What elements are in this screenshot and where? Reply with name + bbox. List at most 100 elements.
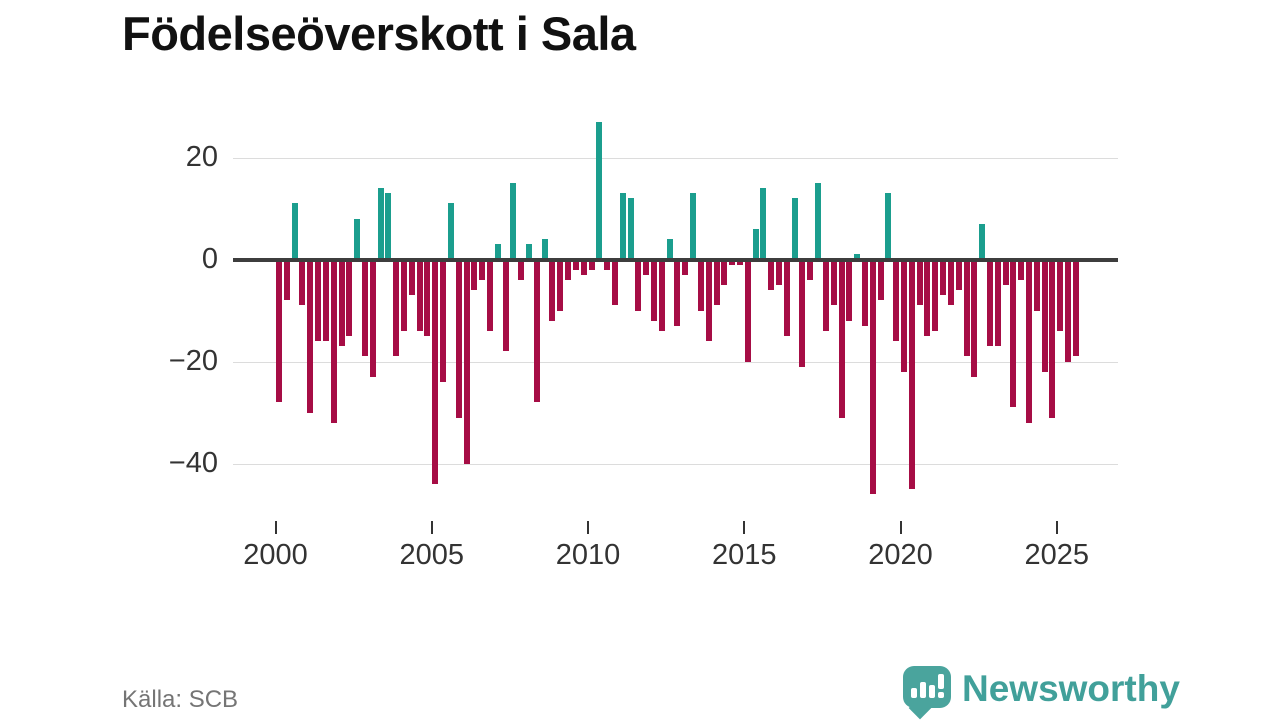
bar-2015-q4 — [768, 259, 775, 291]
bar-2016-q3 — [791, 198, 798, 260]
y-axis-label-20: 20 — [185, 140, 218, 173]
bar-2009-q2 — [565, 259, 572, 280]
gridline-20 — [233, 157, 1118, 159]
bar-2006-q3 — [479, 259, 486, 280]
bar-2021-q4 — [955, 259, 962, 291]
bar-2018-q3 — [854, 254, 861, 260]
bar-2019-q2 — [877, 259, 884, 301]
bar-2025-q3 — [1072, 259, 1079, 357]
x-axis-label-2005: 2005 — [399, 539, 464, 571]
bar-2017-q3 — [822, 259, 829, 331]
bar-2019-q3 — [885, 193, 892, 260]
bar-2016-q4 — [799, 259, 806, 367]
bar-2003-q3 — [385, 193, 392, 260]
bar-2010-q1 — [588, 259, 595, 270]
gridline-−40 — [233, 463, 1118, 465]
bar-2006-q2 — [471, 259, 478, 291]
bar-2002-q4 — [361, 259, 368, 357]
bar-2023-q2 — [1002, 259, 1009, 285]
bar-2013-q2 — [690, 193, 697, 260]
bar-2004-q4 — [424, 259, 431, 336]
bar-2018-q1 — [838, 259, 845, 418]
bar-2012-q4 — [674, 259, 681, 326]
bar-2022-q4 — [986, 259, 993, 347]
bar-2002-q1 — [338, 259, 345, 347]
bar-2022-q3 — [979, 223, 986, 260]
bar-2014-q3 — [729, 259, 736, 265]
bar-2014-q4 — [736, 259, 743, 265]
bar-2011-q2 — [627, 198, 634, 260]
bar-2024-q4 — [1049, 259, 1056, 418]
bar-2004-q3 — [416, 259, 423, 331]
bar-2022-q2 — [971, 259, 978, 377]
bar-2019-q1 — [869, 259, 876, 495]
bar-2023-q3 — [1010, 259, 1017, 408]
bar-2013-q1 — [682, 259, 689, 275]
bar-2014-q2 — [721, 259, 728, 285]
bar-2023-q4 — [1018, 259, 1025, 280]
x-tick-2015 — [743, 521, 746, 534]
bar-2010-q3 — [604, 259, 611, 270]
bar-2001-q2 — [315, 259, 322, 342]
bar-2003-q1 — [369, 259, 376, 377]
bar-2020-q3 — [916, 259, 923, 306]
bar-2021-q2 — [940, 259, 947, 296]
bar-2000-q1 — [276, 259, 282, 403]
bar-2006-q4 — [486, 259, 493, 331]
x-axis-label-2000: 2000 — [243, 539, 308, 571]
bar-2004-q2 — [408, 259, 415, 296]
x-axis-label-2025: 2025 — [1024, 539, 1089, 571]
bar-2001-q1 — [307, 259, 314, 413]
bar-2006-q1 — [463, 259, 470, 464]
bar-2017-q4 — [830, 259, 837, 306]
bar-2005-q4 — [455, 259, 462, 418]
bar-2007-q4 — [518, 259, 525, 280]
x-tick-2020 — [899, 521, 902, 534]
bar-2020-q2 — [908, 259, 915, 489]
bar-2012-q3 — [666, 239, 673, 260]
y-axis-label-−20: −20 — [168, 344, 218, 377]
bar-2021-q1 — [932, 259, 939, 331]
x-axis-label-2010: 2010 — [555, 539, 621, 571]
bar-2021-q3 — [947, 259, 954, 306]
source-label: Källa: SCB — [122, 686, 239, 713]
bar-2007-q2 — [502, 259, 509, 352]
bar-2020-q4 — [924, 259, 931, 336]
bar-2014-q1 — [713, 259, 720, 306]
bar-2002-q3 — [354, 218, 361, 260]
bar-2003-q2 — [377, 188, 384, 260]
x-tick-2005 — [430, 521, 433, 534]
bar-2000-q4 — [299, 259, 306, 306]
x-axis-label-2015: 2015 — [711, 539, 777, 571]
chart-title: Födelseöverskott i Sala — [122, 7, 636, 60]
bar-2010-q4 — [611, 259, 618, 306]
bar-2010-q2 — [596, 121, 603, 260]
bar-2025-q1 — [1057, 259, 1064, 331]
x-tick-2025 — [1055, 521, 1058, 534]
bar-2001-q3 — [322, 259, 329, 342]
bar-2016-q2 — [783, 259, 790, 336]
bar-2023-q1 — [994, 259, 1001, 347]
bar-2003-q4 — [393, 259, 400, 357]
newsworthy-wordmark: Newsworthy — [962, 668, 1180, 709]
bar-2007-q3 — [510, 183, 517, 260]
bar-2022-q1 — [963, 259, 970, 357]
bar-2007-q1 — [494, 244, 501, 260]
bar-2008-q4 — [549, 259, 556, 321]
bar-2008-q1 — [526, 244, 532, 260]
bar-2012-q1 — [651, 259, 657, 321]
bar-2008-q2 — [533, 259, 540, 403]
bar-2002-q2 — [346, 259, 353, 336]
bar-2013-q3 — [697, 259, 704, 311]
bar-2000-q2 — [283, 259, 290, 301]
bar-2009-q1 — [557, 259, 564, 311]
bar-2020-q1 — [901, 259, 907, 372]
bar-2015-q3 — [760, 188, 767, 260]
bar-2001-q4 — [330, 259, 337, 423]
bar-2018-q4 — [861, 259, 868, 326]
bar-2015-q2 — [752, 228, 759, 260]
bar-2024-q2 — [1033, 259, 1040, 311]
bar-2016-q1 — [776, 259, 782, 285]
bar-2013-q4 — [705, 259, 712, 342]
bar-2005-q1 — [432, 259, 439, 484]
